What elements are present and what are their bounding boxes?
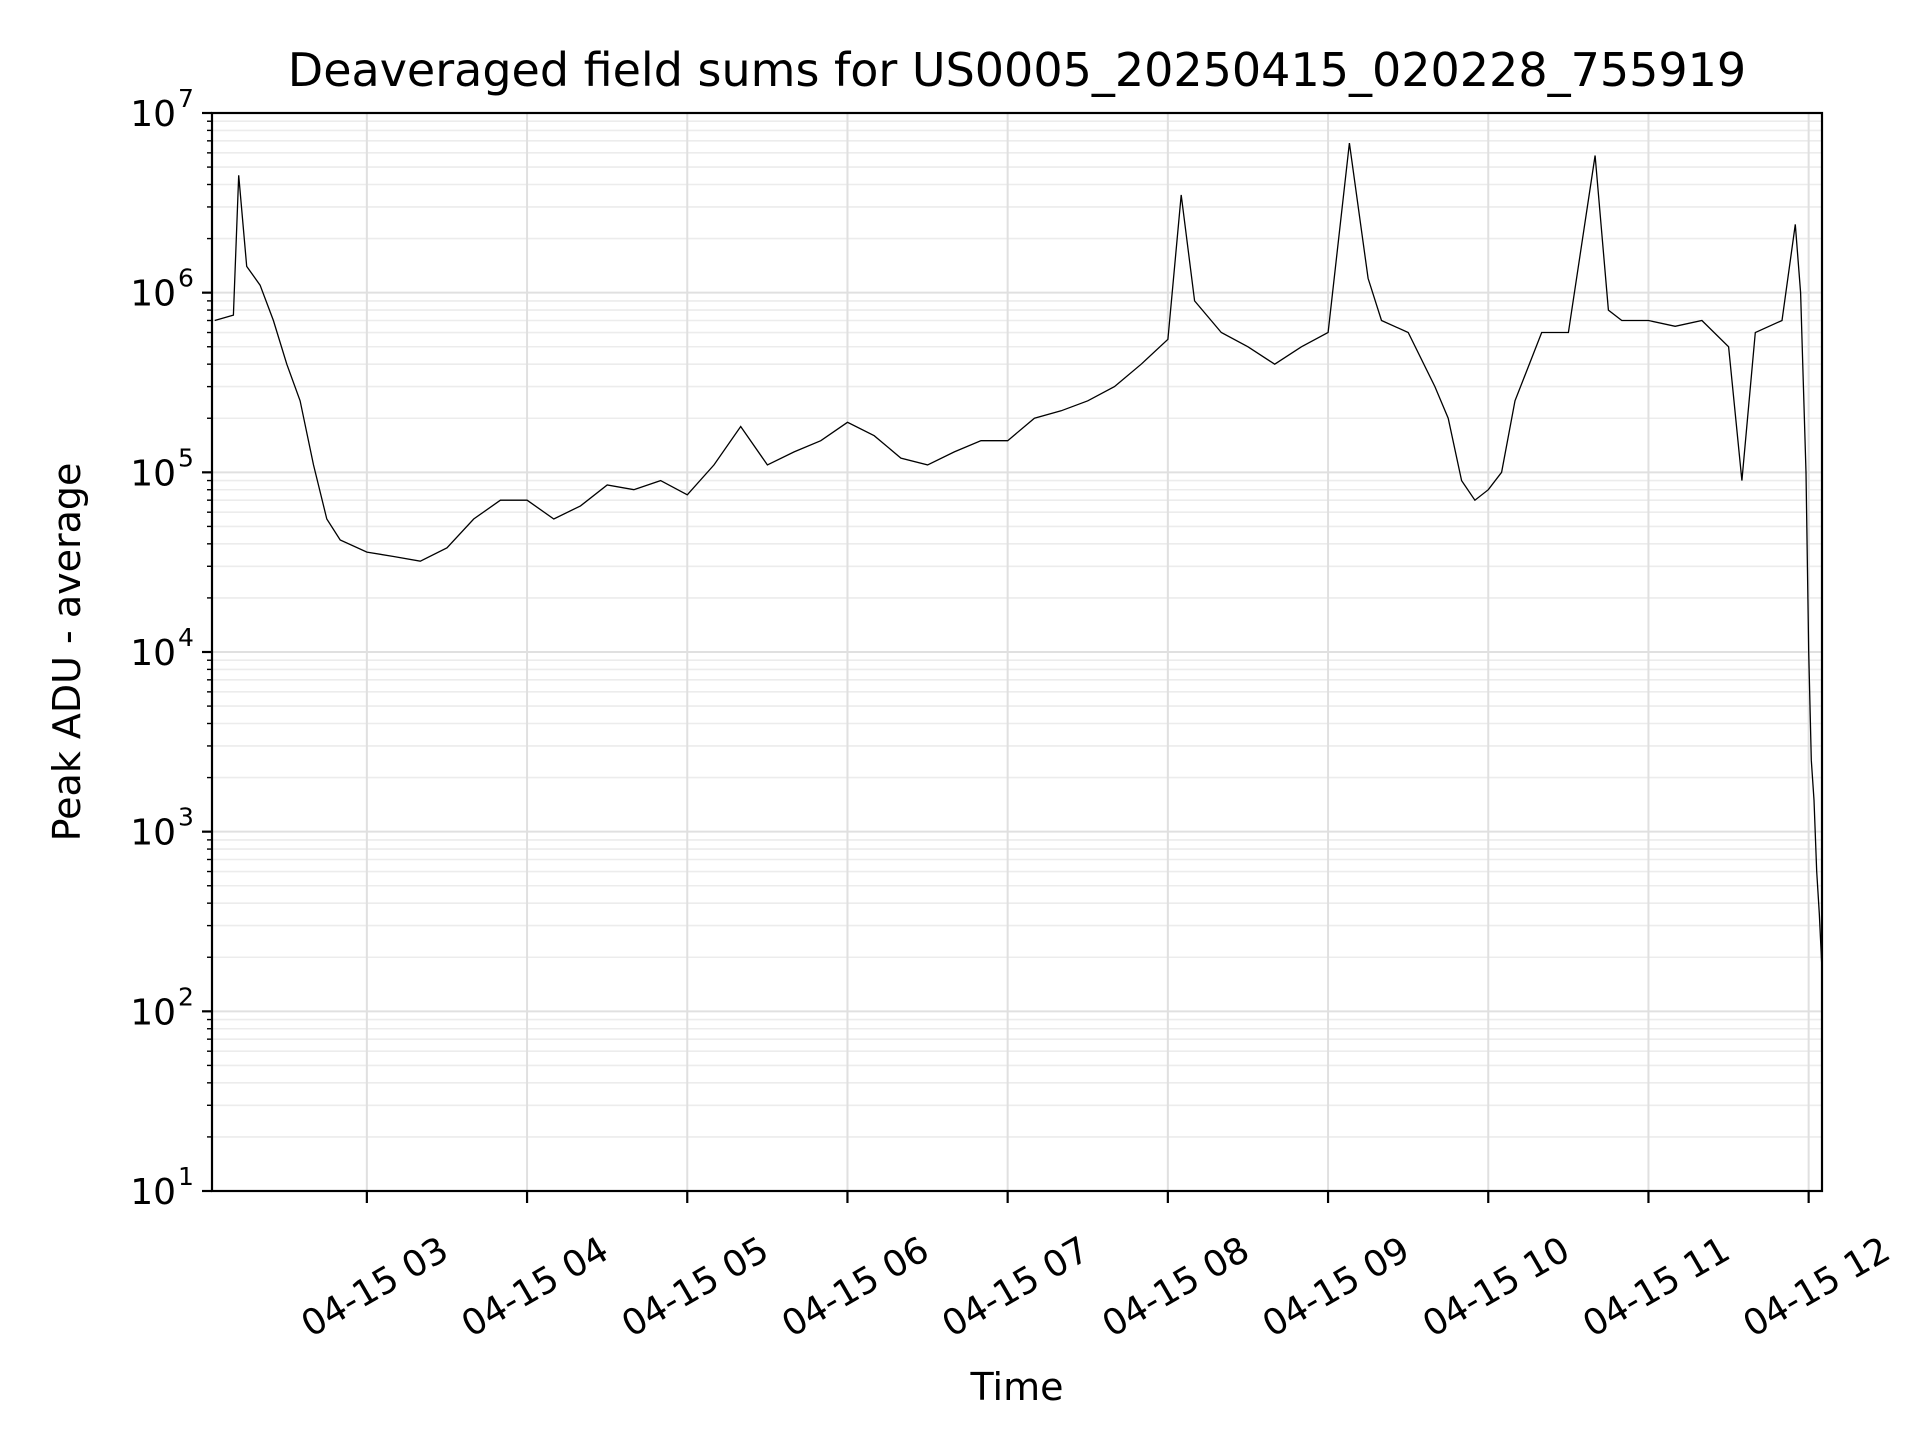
- x-tick-label: 04-15 11: [1576, 1229, 1737, 1345]
- y-tick-label-exponent: 4: [178, 623, 194, 652]
- y-tick-label-exponent: 7: [178, 84, 194, 113]
- y-tick-label: 10: [130, 274, 176, 315]
- y-tick-label: 10: [130, 813, 176, 854]
- y-tick-label: 10: [130, 1172, 176, 1213]
- series-layer: [214, 143, 1823, 970]
- series-line: [214, 143, 1823, 970]
- x-tick-label: 04-15 10: [1416, 1229, 1577, 1345]
- y-tick-label-exponent: 5: [178, 443, 194, 472]
- x-tick-label: 04-15 05: [615, 1229, 776, 1345]
- x-tick-label: 04-15 12: [1736, 1229, 1897, 1345]
- y-tick-label: 10: [130, 633, 176, 674]
- y-tick-label-exponent: 2: [178, 982, 194, 1011]
- x-tick-label: 04-15 06: [775, 1229, 936, 1345]
- x-tick-label: 04-15 08: [1096, 1229, 1257, 1345]
- y-tick-label: 10: [130, 94, 176, 135]
- y-tick-label: 10: [130, 992, 176, 1033]
- x-tick-label: 04-15 07: [935, 1229, 1096, 1345]
- y-tick-label: 10: [130, 453, 176, 494]
- x-axis: 04-15 03 04-15 04 04-15 05 04-15 06 04-15 07…: [295, 1191, 1897, 1346]
- chart-title: Deaveraged field sums for US0005_2025041…: [288, 43, 1746, 97]
- y-tick-label-exponent: 1: [178, 1162, 194, 1191]
- x-tick-label: 04-15 04: [455, 1229, 616, 1345]
- x-tick-label: 04-15 09: [1256, 1229, 1417, 1345]
- y-tick-label-exponent: 6: [178, 264, 194, 293]
- y-axis-label: Peak ADU - average: [45, 463, 89, 842]
- x-tick-label: 04-15 03: [295, 1229, 456, 1345]
- grid: [212, 112, 1822, 1192]
- y-tick-label-exponent: 3: [178, 803, 194, 832]
- x-axis-label: Time: [970, 1365, 1064, 1409]
